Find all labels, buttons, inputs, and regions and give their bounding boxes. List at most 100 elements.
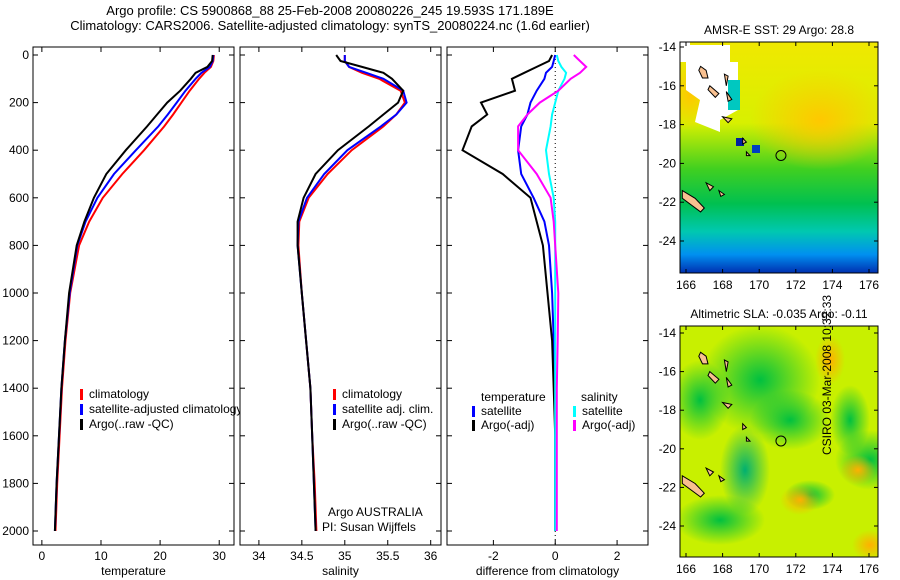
sla-high-blob [840, 455, 876, 485]
sla-anomaly-blob [680, 495, 765, 545]
island-coastline [681, 474, 705, 498]
y-tick-label: -16 [659, 365, 677, 379]
x-tick-label: 34 [252, 549, 266, 563]
legend-entry: Argo(..raw -QC) [89, 417, 174, 431]
map-frame [679, 41, 879, 274]
cold-cells [752, 145, 760, 153]
legend-swatch [472, 406, 475, 417]
annotation-argo-australia: Argo AUSTRALIA [328, 505, 423, 519]
x-tick-label: 176 [859, 562, 879, 576]
y-tick-label: 600 [9, 191, 29, 205]
y-tick-label: -20 [659, 156, 677, 170]
plot-frame [32, 46, 235, 546]
island-coastline [717, 189, 726, 198]
island-coastline [742, 422, 748, 431]
sla-high-blob [815, 335, 845, 385]
island-coastline [745, 150, 752, 157]
x-tick-label: 170 [749, 562, 769, 576]
y-tick-label: -24 [659, 234, 677, 248]
map-panel-1: AMSR-E SST: 29 Argo: 28.8 166 168 170 172 174… [659, 23, 880, 292]
legend-entry: Argo(-adj) [582, 418, 635, 432]
legend-swatch [333, 404, 336, 415]
x-tick-label: 35.5 [376, 549, 400, 563]
x-axis-label: salinity [322, 564, 359, 578]
figure-title-line1: Argo profile: CS 5900868_88 25-Feb-2008 … [106, 3, 554, 18]
legend-entry: satellite [582, 404, 623, 418]
x-tick-label: 35 [338, 549, 352, 563]
y-tick-label: 1600 [2, 429, 29, 443]
legend-swatch [80, 419, 83, 430]
x-tick-label: 174 [822, 278, 842, 292]
sla-high-blob [852, 530, 878, 557]
y-tick-label: 2000 [2, 524, 29, 538]
annotation-pi: PI: Susan Wijffels [322, 520, 416, 534]
island-coastline [725, 377, 733, 388]
y-tick-label: -14 [659, 40, 677, 54]
x-tick-label: 0 [552, 549, 559, 563]
island-coastline [698, 65, 709, 79]
legend-entry: satellite adj. clim. [342, 402, 433, 416]
series-line-argo-raw-qc- [53, 54, 214, 532]
legend-swatch [472, 420, 475, 431]
plot-frame [239, 46, 442, 546]
y-tick-label: 400 [9, 143, 29, 157]
cold-cells [728, 80, 740, 110]
map-field [680, 326, 878, 557]
map-panel-2: Altimetric SLA: -0.035 Argo: -0.11 166 168… [659, 307, 880, 576]
x-tick-label: 0 [39, 549, 46, 563]
y-tick-label: -22 [659, 480, 677, 494]
sla-anomaly-blob [750, 390, 830, 450]
island-coastline [681, 189, 705, 213]
island-coastline [723, 359, 729, 372]
x-axis-label: difference from climatology [476, 564, 619, 578]
series-line-temperature-argo-adj- [461, 54, 557, 531]
legend-header-salinity: salinity [581, 390, 618, 404]
x-tick-label: 20 [153, 549, 167, 563]
series-line-argo-raw-qc- [296, 54, 405, 532]
y-tick-label: 1000 [2, 286, 29, 300]
y-tick-label: -20 [659, 442, 677, 456]
x-tick-label: 34.5 [290, 549, 314, 563]
profile-panel-2: 34 34.5 35 35.5 36 salinity climatologysatelli… [239, 46, 442, 578]
island-coastline [721, 115, 733, 124]
figure-title-line2: Climatology: CARS2006. Satellite-adjuste… [70, 18, 590, 33]
legend-swatch [333, 419, 336, 430]
warm-region [750, 70, 878, 170]
sla-anomaly-blob [720, 425, 770, 515]
y-tick-label: 1400 [2, 381, 29, 395]
y-tick-label: 0 [22, 48, 29, 62]
legend-entry: Argo(..raw -QC) [342, 417, 427, 431]
x-axis-label: temperature [101, 564, 166, 578]
x-tick-label: 168 [713, 562, 733, 576]
sla-high-blob [780, 485, 820, 515]
argo-position-marker [775, 150, 787, 162]
x-tick-label: 30 [213, 549, 227, 563]
island-coastline [721, 401, 733, 410]
x-tick-label: 36 [424, 549, 438, 563]
y-tick-label: -18 [659, 118, 677, 132]
island-coastline [707, 84, 720, 99]
map-title: Altimetric SLA: -0.035 Argo: -0.11 [690, 307, 868, 321]
legend-entry: climatology [89, 387, 149, 401]
legend-entry: Argo(-adj) [481, 418, 534, 432]
cold-cells [736, 138, 744, 146]
sla-anomaly-blob [680, 360, 730, 440]
map-title: AMSR-E SST: 29 Argo: 28.8 [704, 23, 854, 37]
legend-swatch [573, 420, 576, 431]
island-coastline [745, 435, 752, 442]
y-tick-label: -14 [659, 326, 677, 340]
island-coastline [742, 136, 748, 145]
footer-timestamp: CSIRO 03-Mar-2008 10:32:33 [820, 294, 834, 455]
legend-swatch [573, 406, 576, 417]
y-tick-label: 200 [9, 96, 29, 110]
island-coastline [698, 351, 709, 365]
legend-entry: satellite [481, 404, 522, 418]
y-tick-label: 1800 [2, 476, 29, 490]
y-tick-label: -22 [659, 195, 677, 209]
y-tick-label: -18 [659, 403, 677, 417]
legend-swatch [333, 389, 336, 400]
x-tick-label: 168 [713, 278, 733, 292]
